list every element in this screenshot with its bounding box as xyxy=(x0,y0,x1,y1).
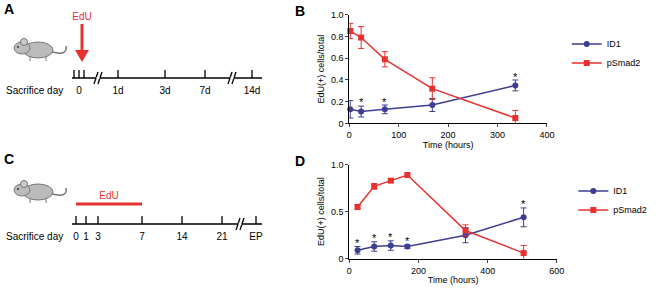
svg-text:EdU: EdU xyxy=(99,190,118,201)
svg-text:0: 0 xyxy=(73,231,79,242)
svg-text:Time (hours): Time (hours) xyxy=(423,140,474,150)
svg-text:21: 21 xyxy=(216,231,228,242)
svg-text:14d: 14d xyxy=(244,85,261,96)
svg-text:A: A xyxy=(4,1,14,17)
svg-text:B: B xyxy=(295,3,305,19)
svg-text:200: 200 xyxy=(441,130,456,140)
svg-text:0.8: 0.8 xyxy=(331,32,344,42)
svg-text:*: * xyxy=(359,96,364,108)
svg-text:*: * xyxy=(513,71,518,83)
svg-text:3: 3 xyxy=(95,231,101,242)
svg-text:300: 300 xyxy=(490,130,505,140)
svg-text:0: 0 xyxy=(347,130,352,140)
svg-text:400: 400 xyxy=(480,266,495,276)
svg-text:14: 14 xyxy=(176,231,188,242)
svg-text:*: * xyxy=(355,237,360,249)
svg-text:600: 600 xyxy=(549,266,564,276)
svg-text:0: 0 xyxy=(76,85,82,96)
svg-text:1: 1 xyxy=(83,231,89,242)
svg-text:0: 0 xyxy=(347,266,352,276)
svg-text:*: * xyxy=(521,198,526,210)
svg-text:C: C xyxy=(4,151,14,167)
svg-text:0.2: 0.2 xyxy=(331,97,344,107)
svg-text:EP: EP xyxy=(249,231,263,242)
svg-text:*: * xyxy=(405,235,410,247)
svg-text:ID1: ID1 xyxy=(613,186,627,196)
svg-text:*: * xyxy=(388,231,393,243)
svg-text:200: 200 xyxy=(411,266,426,276)
svg-text:pSmad2: pSmad2 xyxy=(613,205,647,215)
svg-text:1.0: 1.0 xyxy=(331,10,344,20)
svg-text:7: 7 xyxy=(139,231,145,242)
svg-text:0.5: 0.5 xyxy=(331,207,344,217)
svg-text:D: D xyxy=(295,153,305,169)
svg-text:Sacrifice day: Sacrifice day xyxy=(6,231,63,242)
svg-text:Time (hours): Time (hours) xyxy=(428,275,479,285)
svg-text:EdU: EdU xyxy=(72,11,91,22)
svg-text:3d: 3d xyxy=(159,85,170,96)
svg-text:*: * xyxy=(372,232,377,244)
svg-text:EdU(+) cells/total: EdU(+) cells/total xyxy=(316,177,326,246)
svg-text:*: * xyxy=(382,96,387,108)
svg-text:400: 400 xyxy=(539,130,554,140)
svg-text:Sacrifice day: Sacrifice day xyxy=(6,85,63,96)
svg-text:0.4: 0.4 xyxy=(331,75,344,85)
svg-text:7d: 7d xyxy=(199,85,210,96)
svg-text:1.0: 1.0 xyxy=(331,160,344,170)
svg-text:ID1: ID1 xyxy=(607,39,621,49)
svg-text:0: 0 xyxy=(338,254,343,264)
svg-text:0: 0 xyxy=(338,119,343,129)
svg-text:0.6: 0.6 xyxy=(331,53,344,63)
svg-text:100: 100 xyxy=(391,130,406,140)
svg-text:1d: 1d xyxy=(112,85,123,96)
svg-text:EdU(+) cells/total: EdU(+) cells/total xyxy=(316,35,326,104)
svg-text:pSmad2: pSmad2 xyxy=(607,58,641,68)
